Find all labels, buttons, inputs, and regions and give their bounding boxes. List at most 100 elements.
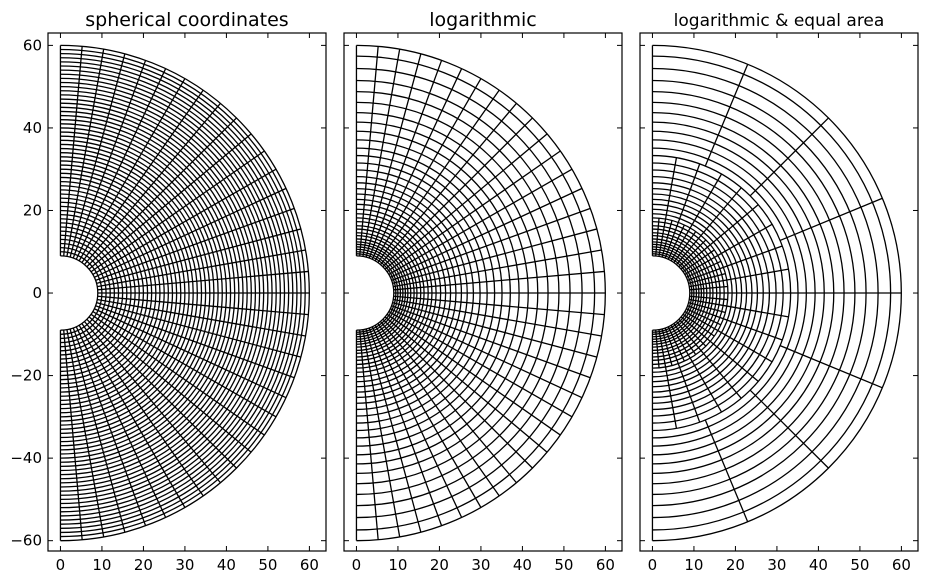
angle-ray [96,302,302,358]
angle-ray [393,249,602,288]
angle-ray [96,228,302,285]
angle-ray [362,329,401,538]
angle-ray [684,311,719,332]
angle-ray [63,46,83,257]
angle-ray [392,228,598,285]
angle-ray [677,163,701,223]
angle-ray [670,227,691,262]
angle-ray [689,357,723,413]
y-tick-label: 40 [23,119,42,137]
angle-ray [69,328,126,533]
plot-frame [47,32,327,552]
angle-ray [391,305,591,379]
angle-ray [684,254,719,276]
angle-ray [688,302,726,314]
angle-ray [386,313,561,436]
angle-ray [709,340,759,382]
angle-ray [374,324,482,508]
y-tick-label: 20 [23,201,42,219]
radius-arc [60,44,311,542]
panel-spherical-coordinates: spherical coordinates 0 10 20 30 40 50 60 −60 −4… [10,9,327,574]
y-tick-label: 60 [23,36,42,54]
angle-ray [680,244,711,270]
angle-ray [362,49,401,257]
angle-ray [667,224,685,260]
x-tick-label: 10 [388,556,407,574]
panel-logarithmic: logarithmic 0 10 20 30 40 50 60 [343,9,623,574]
grid-lines [355,44,607,542]
angle-ray [377,89,500,263]
angle-ray [704,63,749,167]
x-tick-label: 50 [554,556,573,574]
x-tick-label: 30 [175,556,194,574]
angle-ray [94,308,287,399]
angle-ray [95,305,295,379]
angle-ray [664,157,678,220]
angle-ray [686,308,722,326]
y-tick-label: 0 [32,284,42,302]
x-tick-label: 20 [430,556,449,574]
angle-ray [393,298,602,337]
angle-ray [388,311,573,418]
angle-ray [689,295,728,301]
angle-ray [678,318,707,347]
angle-ray [386,150,561,273]
angle-ray [658,329,667,368]
plot-frame [639,32,919,552]
x-tick-label: 30 [471,556,490,574]
angle-ray [723,318,783,341]
angle-ray [686,260,722,278]
x-tick-label: 40 [809,556,828,574]
angle-ray [680,316,711,342]
x-tick-label: 50 [850,556,869,574]
angle-ray [368,327,443,526]
angle-ray [359,46,379,257]
y-tick-label: −40 [10,449,42,467]
angle-ray [661,328,673,366]
angle-ray [687,266,724,281]
angle-ray [779,345,883,389]
grid-lines [59,44,311,542]
angle-ray [374,78,482,262]
angle-ray [379,102,517,265]
x-tick-label: 30 [767,556,786,574]
angle-ray [81,89,204,263]
x-tick-label: 0 [648,556,658,574]
angle-ray [75,68,167,260]
angle-ray [365,53,422,258]
angle-ray [664,366,678,429]
angle-ray [682,249,715,273]
angle-ray [689,298,727,307]
angle-ray [365,328,422,533]
angle-ray [382,318,533,469]
angle-ray [749,389,829,469]
angle-ray [392,302,598,358]
angle-ray [88,316,252,453]
angle-ray [384,316,548,453]
panel-title: logarithmic [429,9,536,31]
angle-ray [658,218,667,257]
angle-ray [655,329,660,368]
angle-ray [78,324,186,508]
angle-ray [78,78,186,262]
x-tick-label: 40 [513,556,532,574]
angle-ray [83,102,221,265]
angle-ray [88,133,252,270]
x-tick-label: 50 [258,556,277,574]
angle-ray [390,187,583,278]
angle-ray [379,321,517,484]
angle-ray [673,323,697,355]
angle-ray [717,223,773,257]
angle-ray [688,272,726,285]
angle-ray [749,117,829,197]
x-tick-label: 60 [892,556,911,574]
angle-ray [393,270,605,291]
angle-ray [677,363,701,423]
angle-ray [66,329,105,538]
angle-ray [66,49,105,257]
angle-ray [90,150,265,273]
angle-ray [377,323,500,497]
angle-ray [717,330,773,363]
angle-ray [97,270,309,291]
